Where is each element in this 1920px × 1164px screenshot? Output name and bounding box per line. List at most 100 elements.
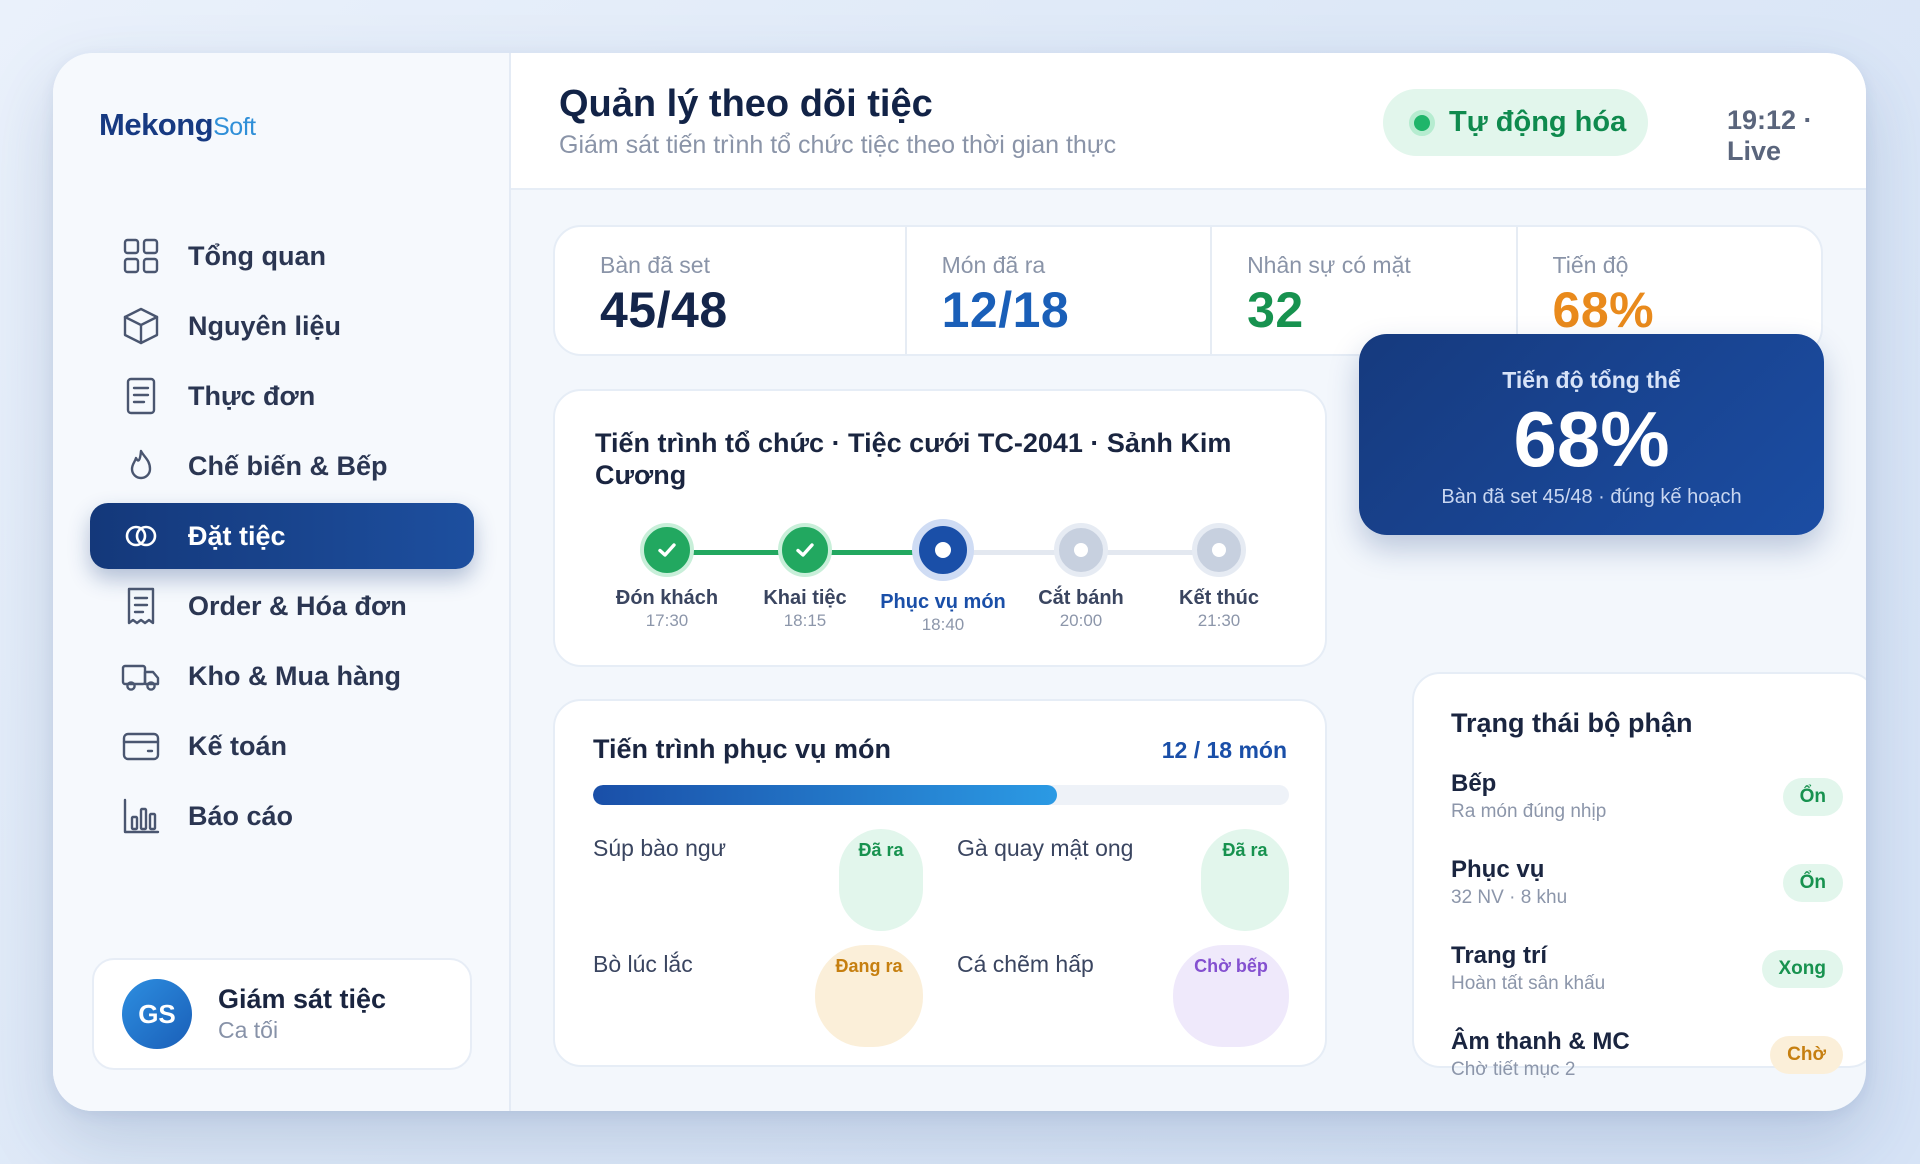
sidebar-item-5[interactable]: Order & Hóa đơn <box>90 573 474 639</box>
timeline-step[interactable]: Đón khách 17:30 <box>597 519 737 631</box>
user-shift: Ca tối <box>218 1017 279 1043</box>
stats-card: Bàn đã set 45/48 Món đã ra 12/18 Nhân sự c… <box>553 225 1823 356</box>
step-dot <box>912 519 974 581</box>
dish-status-badge: Đang ra <box>815 945 923 1047</box>
sidebar-item-label: Đặt tiệc <box>188 520 286 551</box>
step-name: Đón khách <box>615 587 719 609</box>
rings-icon <box>120 515 162 557</box>
timeline-title: Tiến trình tổ chức · Tiệc cưới TC-2041 ·… <box>595 428 1232 491</box>
user-name: Giám sát tiệc <box>218 984 387 1014</box>
step-time: 18:40 <box>921 615 965 634</box>
timeline-connector <box>667 550 805 555</box>
stat-item: Bàn đã set 45/48 <box>600 227 905 354</box>
department-row[interactable]: Trang trí Hoàn tất sân khấu Xong <box>1451 942 1843 1002</box>
step-dot <box>1192 523 1246 577</box>
department-name: Âm thanh & MC <box>1451 1028 1630 1055</box>
department-row[interactable]: Phục vụ 32 NV · 8 khu Ổn <box>1451 856 1843 916</box>
department-status-badge: Ổn <box>1782 864 1843 902</box>
automation-toggle[interactable]: Tự động hóa <box>1383 89 1648 156</box>
stat-value: 45/48 <box>600 282 728 338</box>
dish-name: Súp bào ngư <box>593 835 727 861</box>
bar-chart-icon <box>120 795 162 837</box>
timeline-step[interactable]: Cắt bánh 20:00 <box>1011 519 1151 631</box>
department-detail: Ra món đúng nhịp <box>1451 801 1607 822</box>
sidebar-item-label: Order & Hóa đơn <box>188 590 407 621</box>
sidebar-item-4[interactable]: Đặt tiệc <box>90 503 474 569</box>
stat-item: Nhân sự có mặt 32 <box>1210 227 1515 354</box>
stat-item: Tiến độ 68% <box>1515 227 1821 354</box>
department-status-badge: Chờ <box>1770 1036 1843 1074</box>
step-time: 17:30 <box>645 611 689 630</box>
department-name: Trang trí <box>1451 942 1548 969</box>
step-name: Phục vụ món <box>880 591 1006 613</box>
wallet-icon <box>120 725 162 767</box>
step-marker-icon <box>1074 543 1088 557</box>
sidebar-item-1[interactable]: Nguyên liệu <box>90 293 474 359</box>
step-marker-icon <box>935 542 951 558</box>
overall-progress-label: Tiến độ tổng thể <box>1502 367 1681 393</box>
overall-progress-subtitle: Bàn đã set 45/48 · đúng kế hoạch <box>1441 486 1742 508</box>
sidebar-item-2[interactable]: Thực đơn <box>90 363 474 429</box>
stat-label: Nhân sự có mặt <box>1247 252 1411 278</box>
dish-item[interactable]: Súp bào ngư Đã ra <box>593 829 923 931</box>
sidebar-item-label: Thực đơn <box>188 380 316 411</box>
check-icon <box>658 543 676 557</box>
step-dot <box>778 523 832 577</box>
overall-progress-card: Tiến độ tổng thể 68% Bàn đã set 45/48 · … <box>1359 334 1824 535</box>
step-dot <box>640 523 694 577</box>
brand-logo[interactable]: MekongSoft <box>99 107 256 143</box>
serving-count: 12 / 18 món <box>1161 737 1287 763</box>
serving-progress-fill <box>593 785 1058 805</box>
step-time: 21:30 <box>1197 611 1241 630</box>
grid-icon <box>120 235 162 277</box>
dish-item[interactable]: Gà quay mật ong Đã ra <box>957 829 1289 931</box>
live-clock: 19:12 · Live <box>1727 105 1813 166</box>
timeline-connector <box>1081 550 1219 555</box>
timeline-connector <box>805 550 943 555</box>
timeline-step[interactable]: Phục vụ món 18:40 <box>873 519 1013 635</box>
timeline-step[interactable]: Khai tiệc 18:15 <box>735 519 875 631</box>
sidebar-nav: Tổng quan Nguyên liệu Thực đơn Chế biến … <box>90 223 474 853</box>
stat-item: Món đã ra 12/18 <box>904 227 1210 354</box>
dish-item[interactable]: Cá chẽm hấp Chờ bếp <box>957 945 1289 1047</box>
department-status-title: Trạng thái bộ phận <box>1451 708 1693 738</box>
step-dot <box>1054 523 1108 577</box>
document-icon <box>120 375 162 417</box>
sidebar-item-label: Tổng quan <box>188 240 326 271</box>
department-detail: Hoàn tất sân khấu <box>1451 973 1606 994</box>
timeline-connector <box>943 550 1081 555</box>
department-status-badge: Ổn <box>1782 778 1843 816</box>
department-row[interactable]: Âm thanh & MC Chờ tiết mục 2 Chờ <box>1451 1028 1843 1088</box>
step-time: 20:00 <box>1059 611 1103 630</box>
dish-name: Bò lúc lắc <box>593 951 693 977</box>
stat-value: 32 <box>1247 282 1304 338</box>
stat-value: 68% <box>1552 282 1655 338</box>
avatar: GS <box>122 979 192 1049</box>
dish-status-badge: Đã ra <box>839 829 923 931</box>
user-card[interactable]: GS Giám sát tiệc Ca tối <box>92 958 472 1070</box>
truck-icon <box>120 655 162 697</box>
sidebar-item-0[interactable]: Tổng quan <box>90 223 474 289</box>
serving-card: Tiến trình phục vụ món 12 / 18 món Súp b… <box>553 699 1327 1067</box>
department-row[interactable]: Bếp Ra món đúng nhịp Ổn <box>1451 770 1843 830</box>
dish-item[interactable]: Bò lúc lắc Đang ra <box>593 945 923 1047</box>
sidebar-item-3[interactable]: Chế biến & Bếp <box>90 433 474 499</box>
sidebar-item-label: Báo cáo <box>188 800 294 831</box>
page-subtitle: Giám sát tiến trình tổ chức tiệc theo th… <box>559 131 1117 159</box>
step-marker-icon <box>1212 543 1226 557</box>
sidebar-item-label: Kế toán <box>188 730 288 761</box>
sidebar-item-6[interactable]: Kho & Mua hàng <box>90 643 474 709</box>
department-status-badge: Xong <box>1761 950 1843 988</box>
department-detail: 32 NV · 8 khu <box>1451 887 1568 908</box>
overall-progress-value: 68% <box>1513 395 1670 483</box>
department-status-card: Trạng thái bộ phận Bếp Ra món đúng nhịp … <box>1412 672 1866 1080</box>
automation-label: Tự động hóa <box>1449 106 1627 138</box>
stat-value: 12/18 <box>941 282 1070 338</box>
status-dot-icon <box>1409 109 1435 136</box>
sidebar-item-7[interactable]: Kế toán <box>90 713 474 779</box>
timeline-step[interactable]: Kết thúc 21:30 <box>1149 519 1289 631</box>
receipt-icon <box>120 585 162 627</box>
sidebar-item-8[interactable]: Báo cáo <box>90 783 474 849</box>
stat-label: Bàn đã set <box>600 252 710 278</box>
dish-status-badge: Chờ bếp <box>1173 945 1289 1047</box>
